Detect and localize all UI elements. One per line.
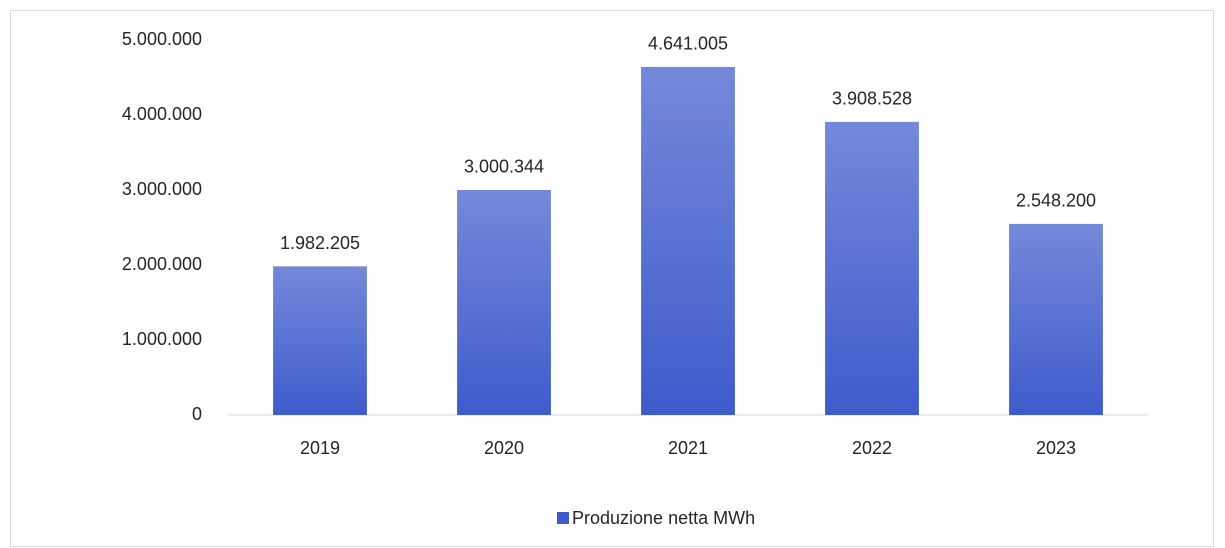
data-label: 3.908.528 <box>832 89 912 109</box>
x-tick-label: 2021 <box>668 438 708 458</box>
bar <box>641 66 735 415</box>
y-tick-label: 4.000.000 <box>122 104 202 124</box>
bar <box>273 266 367 415</box>
bar <box>457 189 551 415</box>
x-tick-label: 2022 <box>852 438 892 458</box>
bar <box>1009 223 1103 415</box>
x-tick-label: 2019 <box>300 438 340 458</box>
x-tick-label: 2020 <box>484 438 524 458</box>
legend-swatch <box>557 512 569 524</box>
data-label: 4.641.005 <box>648 34 728 54</box>
x-tick-label: 2023 <box>1036 438 1076 458</box>
y-tick-label: 0 <box>192 404 202 424</box>
bar <box>825 121 919 415</box>
data-label: 1.982.205 <box>280 233 360 253</box>
y-tick-label: 2.000.000 <box>122 254 202 274</box>
legend-label: Produzione netta MWh <box>572 508 755 528</box>
y-tick-label: 3.000.000 <box>122 179 202 199</box>
y-tick-label: 5.000.000 <box>122 29 202 49</box>
data-label: 2.548.200 <box>1016 191 1096 211</box>
data-label: 3.000.344 <box>464 157 544 177</box>
y-tick-label: 1.000.000 <box>122 329 202 349</box>
